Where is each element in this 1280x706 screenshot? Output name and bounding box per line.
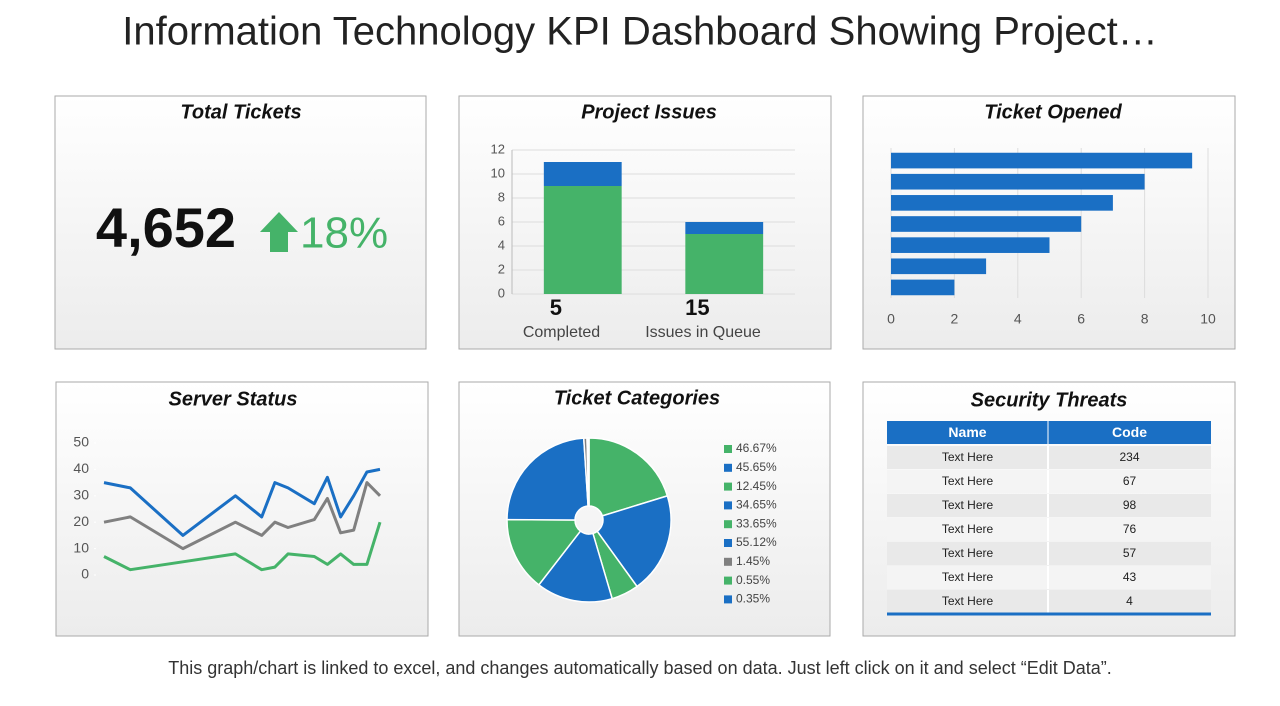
y-tick-label: 40 xyxy=(73,460,89,476)
y-tick-label: 4 xyxy=(498,237,505,252)
legend-swatch xyxy=(724,557,732,566)
bar xyxy=(891,237,1050,253)
x-tick-label: 4 xyxy=(1014,311,1022,327)
legend-swatch xyxy=(724,539,732,547)
footer: This graph/chart is linked to excel, and… xyxy=(168,658,1112,678)
table-cell: Text Here xyxy=(942,522,994,536)
legend-label: 0.55% xyxy=(736,573,770,587)
legend-swatch xyxy=(724,445,732,453)
y-tick-label: 20 xyxy=(73,513,89,529)
line-series xyxy=(103,481,382,551)
table-cell: Text Here xyxy=(942,570,994,584)
table-cell: Text Here xyxy=(942,498,994,512)
count-label: 5 xyxy=(550,295,562,320)
y-tick-label: 50 xyxy=(73,434,89,450)
legend-label: 0.35% xyxy=(736,592,770,606)
panel-title: Ticket Opened xyxy=(984,101,1122,123)
pie-slice xyxy=(506,518,582,586)
kpi-change: 18% xyxy=(300,209,388,258)
legend-label: 45.65% xyxy=(736,460,777,474)
bar xyxy=(891,216,1082,232)
x-tick-label: Issues in Queue xyxy=(645,324,761,341)
y-tick-label: 10 xyxy=(491,165,505,180)
legend-label: 12.45% xyxy=(736,479,777,493)
legend-label: 46.67% xyxy=(736,441,777,455)
bar-segment xyxy=(543,162,622,186)
x-tick-label: 2 xyxy=(951,311,959,327)
x-tick-label: 10 xyxy=(1200,311,1216,327)
bar-segment xyxy=(685,222,764,234)
y-tick-label: 12 xyxy=(491,141,505,156)
bar xyxy=(891,279,955,296)
x-tick-label: 0 xyxy=(887,311,895,327)
y-tick-label: 6 xyxy=(498,213,505,228)
panel xyxy=(54,95,427,350)
panel-title: Ticket Categories xyxy=(554,387,720,409)
y-tick-label: 30 xyxy=(73,487,89,503)
panel xyxy=(55,381,429,637)
panel-title: Server Status xyxy=(169,388,298,410)
bar xyxy=(891,173,1145,190)
x-tick-label: 6 xyxy=(1077,311,1085,327)
legend-label: 55.12% xyxy=(736,535,777,549)
bar xyxy=(891,258,987,275)
bar-segment xyxy=(543,186,622,294)
pie-slice xyxy=(588,437,669,517)
table-cell: 98 xyxy=(1123,498,1137,512)
table-cell: 57 xyxy=(1123,546,1137,560)
y-tick-label: 10 xyxy=(73,539,89,555)
table-cell: 4 xyxy=(1126,594,1133,608)
legend-label: 1.45% xyxy=(736,554,770,568)
page-title: Information Technology KPI Dashboard Sho… xyxy=(122,10,1157,54)
table-cell: 43 xyxy=(1123,570,1137,584)
up-arrow xyxy=(260,212,298,252)
legend-swatch xyxy=(724,520,732,529)
pie-slice xyxy=(587,437,590,507)
legend-swatch xyxy=(724,501,732,510)
line-series xyxy=(103,467,381,537)
x-tick-label: 8 xyxy=(1141,311,1149,327)
table-cell: 67 xyxy=(1123,474,1137,488)
count-label: 15 xyxy=(685,295,709,320)
pie-slice xyxy=(596,494,672,588)
line-series xyxy=(103,521,382,572)
table-header-cell: Code xyxy=(1112,424,1147,440)
table-header xyxy=(887,421,1211,444)
kpi-value: 4,652 xyxy=(96,196,236,259)
table-header-cell: Name xyxy=(948,424,986,440)
panel-title: Project Issues xyxy=(581,101,717,123)
table-cell: Text Here xyxy=(942,546,994,560)
bar xyxy=(891,195,1113,211)
legend-swatch xyxy=(724,595,732,604)
y-tick-label: 8 xyxy=(498,189,505,204)
legend-swatch xyxy=(724,463,732,472)
legend-label: 33.65% xyxy=(736,516,777,530)
bar xyxy=(891,152,1193,169)
table-cell: Text Here xyxy=(942,474,994,488)
panel-title: Total Tickets xyxy=(180,101,301,123)
x-tick-label: Completed xyxy=(523,324,600,341)
legend-label: 34.65% xyxy=(736,498,777,512)
table-cell: 76 xyxy=(1123,522,1137,536)
y-tick-label: 0 xyxy=(498,285,505,300)
pie-slice xyxy=(537,530,614,603)
panel-title: Security Threats xyxy=(971,389,1128,411)
legend-swatch xyxy=(724,482,732,491)
pie-slice xyxy=(506,437,589,521)
table-cell: Text Here xyxy=(942,450,994,464)
y-tick-label: 0 xyxy=(81,566,89,582)
bar-segment xyxy=(685,234,764,294)
legend-swatch xyxy=(724,576,732,585)
y-tick-label: 2 xyxy=(498,261,505,276)
table-cell: Text Here xyxy=(942,594,994,608)
table-cell: 234 xyxy=(1119,450,1139,464)
